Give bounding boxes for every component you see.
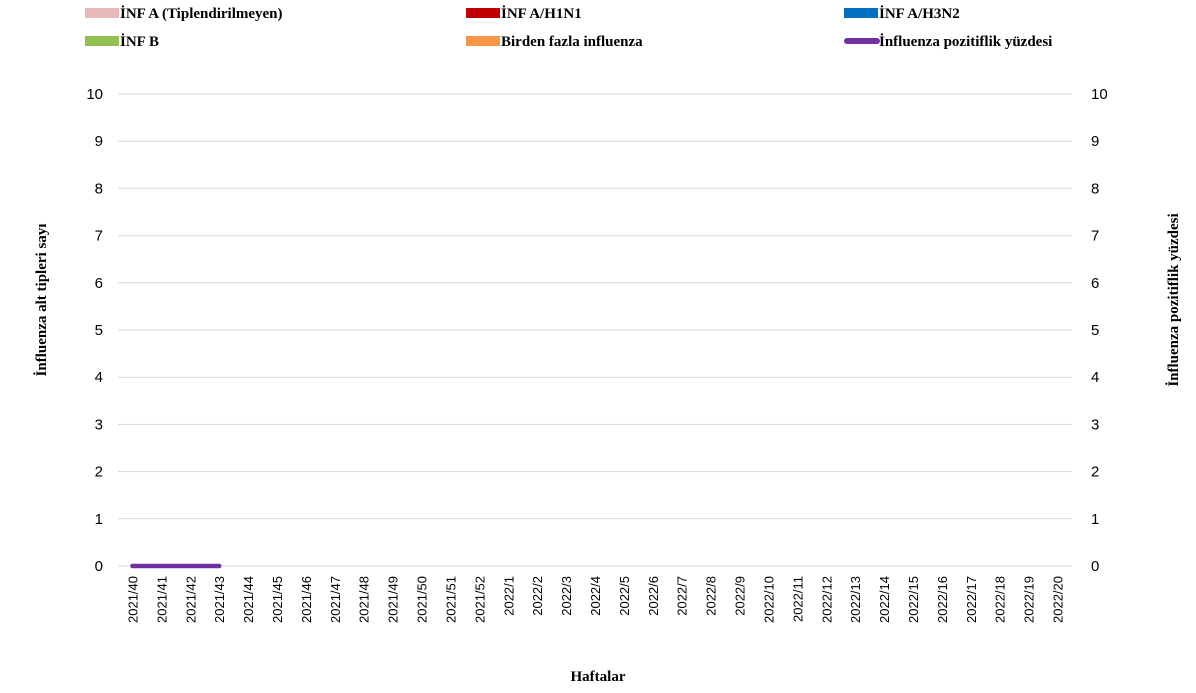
legend-label: Birden fazla influenza	[501, 34, 643, 50]
legend-item: İNF B	[85, 33, 159, 50]
x-tick-label: 2022/13	[848, 576, 863, 623]
gridlines	[118, 93, 1072, 567]
legend: İNF A (Tiplendirilmeyen) İNF A/H1N1 İNF A/…	[85, 5, 1052, 50]
legend-swatch	[466, 8, 500, 18]
x-tick-label: 2021/47	[328, 576, 343, 623]
x-tick-label: 2022/12	[819, 576, 834, 623]
y-tick-label: 10	[86, 86, 103, 103]
y-tick-label: 6	[95, 275, 103, 292]
x-tick-label: 2022/11	[790, 576, 805, 622]
y-tick-label: 9	[95, 133, 103, 150]
y-tick-label: 1	[95, 511, 103, 528]
x-axis: 2021/40 2021/41 2021/42 2021/43 2021/44 2021/…	[125, 576, 1065, 623]
y2-tick-label: 4	[1091, 369, 1099, 386]
y2-tick-label: 10	[1091, 86, 1108, 103]
y2-tick-label: 9	[1091, 133, 1099, 150]
x-tick-label: 2022/19	[1022, 576, 1037, 623]
legend-swatch	[466, 36, 500, 46]
legend-item: İnfluenza pozitiflik yüzdesi	[844, 33, 1052, 50]
legend-item: İNF A/H1N1	[466, 5, 582, 22]
y-tick-label: 8	[95, 180, 103, 197]
y2-tick-label: 1	[1091, 511, 1099, 528]
x-tick-label: 2022/14	[877, 576, 892, 623]
legend-label: İNF B	[120, 33, 159, 50]
x-tick-label: 2022/6	[646, 576, 661, 616]
x-tick-label: 2022/7	[675, 576, 690, 616]
x-tick-label: 2022/3	[559, 576, 574, 616]
legend-swatch	[85, 36, 119, 46]
x-tick-label: 2022/2	[530, 576, 545, 616]
x-axis-title: Haftalar	[571, 669, 626, 685]
legend-label: İnfluenza pozitiflik yüzdesi	[879, 33, 1052, 50]
legend-item: İNF A (Tiplendirilmeyen)	[85, 5, 283, 22]
x-tick-label: 2022/15	[906, 576, 921, 623]
x-tick-label: 2021/45	[270, 576, 285, 623]
legend-label: İNF A/H1N1	[501, 5, 582, 22]
legend-swatch	[844, 8, 878, 18]
y2-tick-label: 0	[1091, 558, 1099, 575]
y-tick-label: 7	[95, 228, 103, 245]
legend-item: Birden fazla influenza	[466, 34, 643, 50]
y2-tick-label: 7	[1091, 228, 1099, 245]
x-tick-label: 2022/20	[1051, 576, 1066, 623]
x-tick-label: 2022/5	[617, 576, 632, 616]
y-axis-left: 0 1 2 3 4 5 6 7 8 9 10	[86, 86, 103, 575]
y2-tick-label: 3	[1091, 416, 1099, 433]
legend-swatch	[85, 8, 119, 18]
y-axis-left-title: İnfluenza alt tipleri sayı	[33, 224, 50, 377]
x-tick-label: 2021/46	[299, 576, 314, 623]
x-tick-label: 2022/17	[964, 576, 979, 623]
x-tick-label: 2022/16	[935, 576, 950, 623]
x-tick-label: 2021/50	[415, 576, 430, 623]
legend-label: İNF A/H3N2	[879, 5, 960, 22]
x-tick-label: 2022/8	[704, 576, 719, 616]
legend-label: İNF A (Tiplendirilmeyen)	[120, 5, 283, 22]
x-tick-label: 2021/51	[443, 576, 458, 623]
x-tick-label: 2021/43	[212, 576, 227, 623]
y2-tick-label: 6	[1091, 275, 1099, 292]
y-axis-right: 0 1 2 3 4 5 6 7 8 9 10	[1091, 86, 1108, 575]
x-tick-label: 2021/41	[154, 576, 169, 623]
x-tick-label: 2022/18	[993, 576, 1008, 623]
y-tick-label: 3	[95, 416, 103, 433]
x-tick-label: 2021/52	[472, 576, 487, 623]
x-tick-label: 2022/4	[588, 576, 603, 616]
x-tick-label: 2021/44	[241, 576, 256, 623]
y2-tick-label: 5	[1091, 322, 1099, 339]
x-tick-label: 2022/10	[761, 576, 776, 623]
x-tick-label: 2022/9	[733, 576, 748, 616]
y2-tick-label: 2	[1091, 464, 1099, 481]
x-tick-label: 2021/40	[125, 576, 140, 623]
x-tick-label: 2021/48	[357, 576, 372, 623]
y-tick-label: 5	[95, 322, 103, 339]
y-tick-label: 4	[95, 369, 103, 386]
x-tick-label: 2022/1	[501, 576, 516, 616]
y-tick-label: 2	[95, 464, 103, 481]
x-tick-label: 2021/42	[183, 576, 198, 623]
y2-tick-label: 8	[1091, 180, 1099, 197]
x-tick-label: 2021/49	[386, 576, 401, 623]
y-tick-label: 0	[95, 558, 103, 575]
y-axis-right-title: İnfluenza pozitiflik yüzdesi	[1165, 213, 1182, 386]
legend-item: İNF A/H3N2	[844, 5, 960, 22]
